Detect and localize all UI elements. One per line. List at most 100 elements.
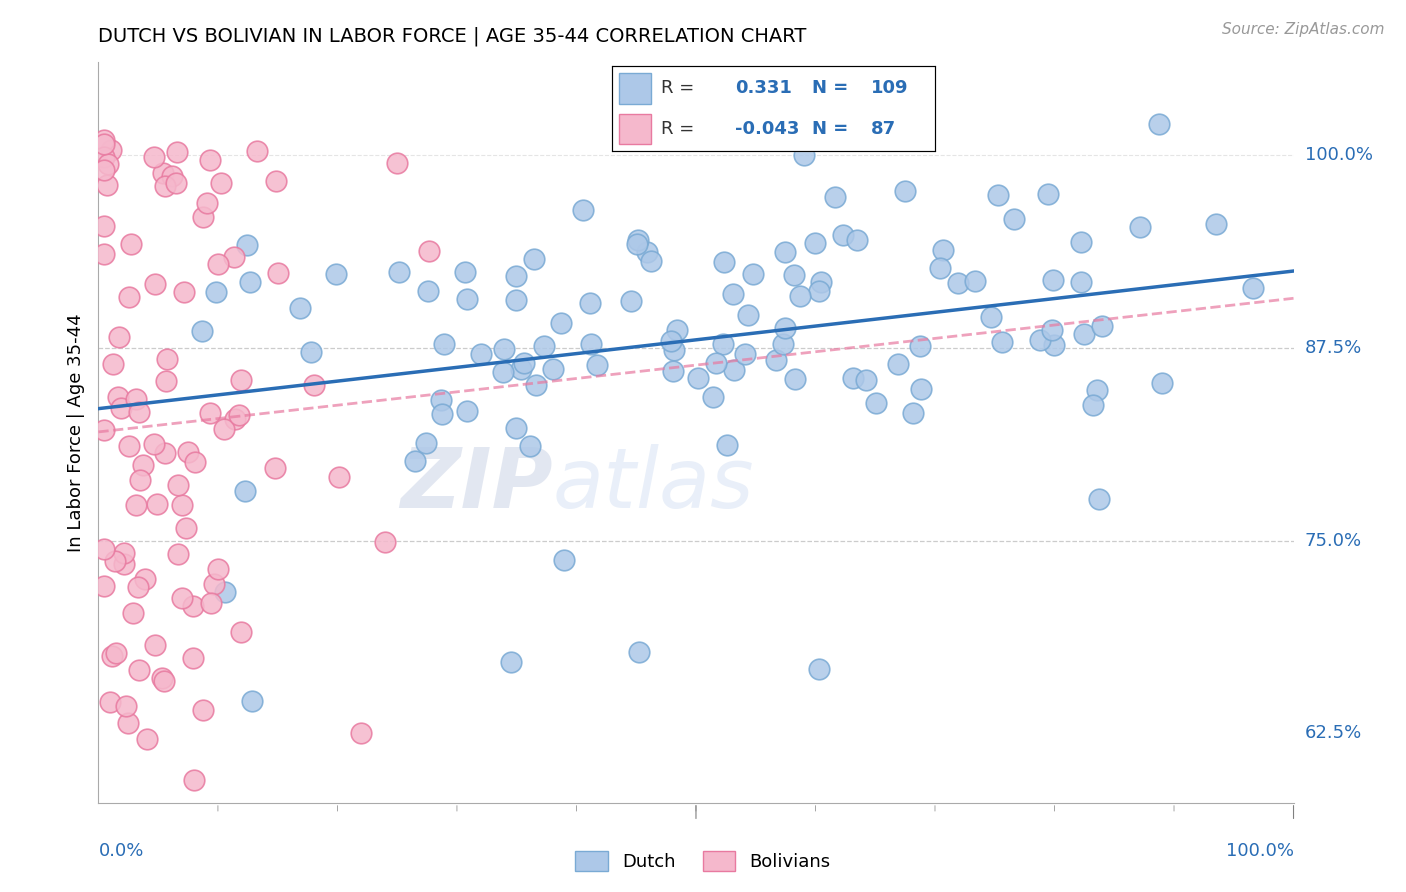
Point bbox=[128, 664, 150, 678]
Point bbox=[214, 422, 236, 436]
Point bbox=[713, 254, 735, 268]
Point bbox=[579, 336, 602, 351]
Point bbox=[120, 236, 142, 251]
Point bbox=[526, 377, 548, 392]
Point bbox=[153, 178, 176, 193]
Point bbox=[1073, 327, 1095, 342]
Point bbox=[93, 219, 115, 233]
Point bbox=[418, 244, 440, 259]
Point bbox=[228, 408, 250, 422]
Point bbox=[807, 662, 830, 676]
Point bbox=[783, 372, 806, 386]
Point bbox=[124, 392, 146, 406]
Point bbox=[224, 412, 246, 426]
Point bbox=[661, 364, 683, 378]
Point bbox=[107, 390, 129, 404]
Point bbox=[153, 673, 176, 688]
Text: DUTCH VS BOLIVIAN IN LABOR FORCE | AGE 35-44 CORRELATION CHART: DUTCH VS BOLIVIAN IN LABOR FORCE | AGE 3… bbox=[98, 27, 807, 46]
Point bbox=[586, 358, 609, 372]
Point bbox=[894, 185, 917, 199]
Point bbox=[93, 162, 115, 177]
Point bbox=[1042, 273, 1064, 287]
Point bbox=[191, 210, 214, 224]
Point bbox=[734, 347, 756, 361]
Point bbox=[134, 572, 156, 586]
Point bbox=[100, 143, 122, 157]
Point bbox=[166, 145, 188, 159]
Point bbox=[328, 470, 350, 484]
Point bbox=[810, 275, 832, 289]
Point bbox=[415, 436, 437, 450]
Point bbox=[207, 257, 229, 271]
Point bbox=[855, 373, 877, 387]
Text: ZIP: ZIP bbox=[399, 444, 553, 525]
Point bbox=[523, 252, 546, 266]
Point bbox=[1085, 383, 1108, 397]
Point bbox=[626, 237, 648, 252]
Point bbox=[1152, 376, 1174, 390]
Point bbox=[166, 547, 188, 561]
Point bbox=[505, 421, 527, 435]
Text: 0.0%: 0.0% bbox=[98, 842, 143, 860]
Point bbox=[865, 395, 887, 409]
Point bbox=[1040, 323, 1063, 337]
Point bbox=[1070, 235, 1092, 249]
Point bbox=[118, 290, 141, 304]
Point bbox=[93, 579, 115, 593]
Point bbox=[239, 275, 262, 289]
Point bbox=[374, 534, 396, 549]
Point bbox=[200, 595, 222, 609]
Point bbox=[240, 694, 263, 708]
Point bbox=[143, 436, 166, 450]
Point bbox=[550, 316, 572, 330]
Point bbox=[903, 406, 925, 420]
Point bbox=[231, 374, 253, 388]
Point bbox=[513, 356, 536, 370]
Point bbox=[224, 250, 246, 264]
Point bbox=[183, 651, 205, 665]
Point bbox=[793, 148, 815, 162]
Point bbox=[501, 655, 523, 669]
Point bbox=[702, 390, 724, 404]
Point bbox=[931, 243, 953, 257]
Point bbox=[824, 190, 846, 204]
Point bbox=[108, 329, 131, 343]
Point bbox=[578, 296, 600, 310]
Point bbox=[456, 292, 478, 306]
Point bbox=[125, 498, 148, 512]
Point bbox=[453, 265, 475, 279]
Point bbox=[97, 156, 120, 170]
Point bbox=[110, 401, 132, 416]
Point bbox=[1241, 281, 1264, 295]
Point bbox=[505, 269, 527, 284]
Point bbox=[299, 345, 322, 359]
Point bbox=[946, 276, 969, 290]
Point bbox=[184, 454, 207, 468]
Point bbox=[302, 377, 325, 392]
Point bbox=[620, 294, 643, 309]
Point bbox=[112, 558, 135, 572]
Point bbox=[666, 323, 689, 337]
Point bbox=[541, 361, 564, 376]
Point bbox=[627, 233, 650, 247]
Point bbox=[640, 254, 662, 268]
Point bbox=[267, 266, 290, 280]
Point bbox=[246, 144, 269, 158]
Y-axis label: In Labor Force | Age 35-44: In Labor Force | Age 35-44 bbox=[66, 313, 84, 552]
Point bbox=[433, 336, 456, 351]
Point bbox=[772, 337, 794, 351]
Point bbox=[662, 343, 685, 357]
Point bbox=[807, 284, 830, 298]
Text: 100.0%: 100.0% bbox=[1305, 146, 1372, 164]
Point bbox=[204, 285, 226, 300]
Point bbox=[831, 228, 853, 243]
Point bbox=[519, 439, 541, 453]
Point bbox=[765, 352, 787, 367]
Point bbox=[1129, 220, 1152, 235]
Text: 87.5%: 87.5% bbox=[1305, 339, 1362, 357]
Point bbox=[117, 716, 139, 731]
Point bbox=[233, 484, 256, 499]
Point bbox=[195, 196, 218, 211]
Point bbox=[505, 293, 527, 307]
Point bbox=[160, 169, 183, 183]
